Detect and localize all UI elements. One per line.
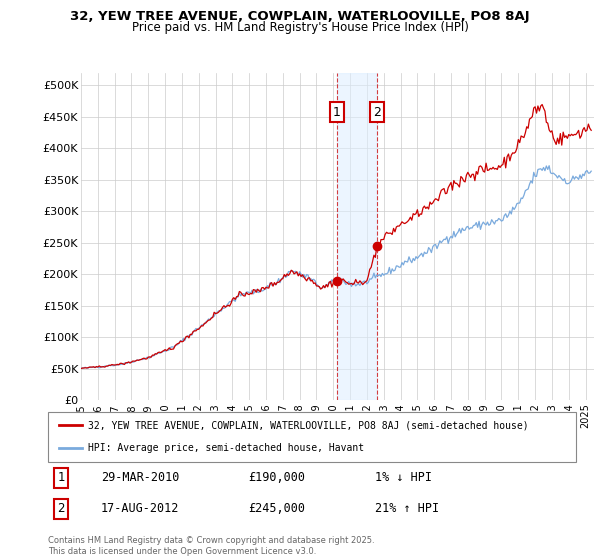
Text: 29-MAR-2010: 29-MAR-2010 [101, 471, 179, 484]
Text: £190,000: £190,000 [248, 471, 305, 484]
Text: 2: 2 [58, 502, 65, 515]
Text: £245,000: £245,000 [248, 502, 305, 515]
Text: Contains HM Land Registry data © Crown copyright and database right 2025.
This d: Contains HM Land Registry data © Crown c… [48, 536, 374, 556]
Text: 17-AUG-2012: 17-AUG-2012 [101, 502, 179, 515]
Text: Price paid vs. HM Land Registry's House Price Index (HPI): Price paid vs. HM Land Registry's House … [131, 21, 469, 34]
Text: 32, YEW TREE AVENUE, COWPLAIN, WATERLOOVILLE, PO8 8AJ (semi-detached house): 32, YEW TREE AVENUE, COWPLAIN, WATERLOOV… [88, 420, 528, 430]
Text: 2: 2 [373, 106, 382, 119]
Text: 1% ↓ HPI: 1% ↓ HPI [376, 471, 433, 484]
Text: 1: 1 [333, 106, 341, 119]
Text: 32, YEW TREE AVENUE, COWPLAIN, WATERLOOVILLE, PO8 8AJ: 32, YEW TREE AVENUE, COWPLAIN, WATERLOOV… [70, 10, 530, 23]
Bar [337, 73, 377, 400]
Text: 1: 1 [58, 471, 65, 484]
Text: 21% ↑ HPI: 21% ↑ HPI [376, 502, 439, 515]
Text: HPI: Average price, semi-detached house, Havant: HPI: Average price, semi-detached house,… [88, 444, 364, 454]
